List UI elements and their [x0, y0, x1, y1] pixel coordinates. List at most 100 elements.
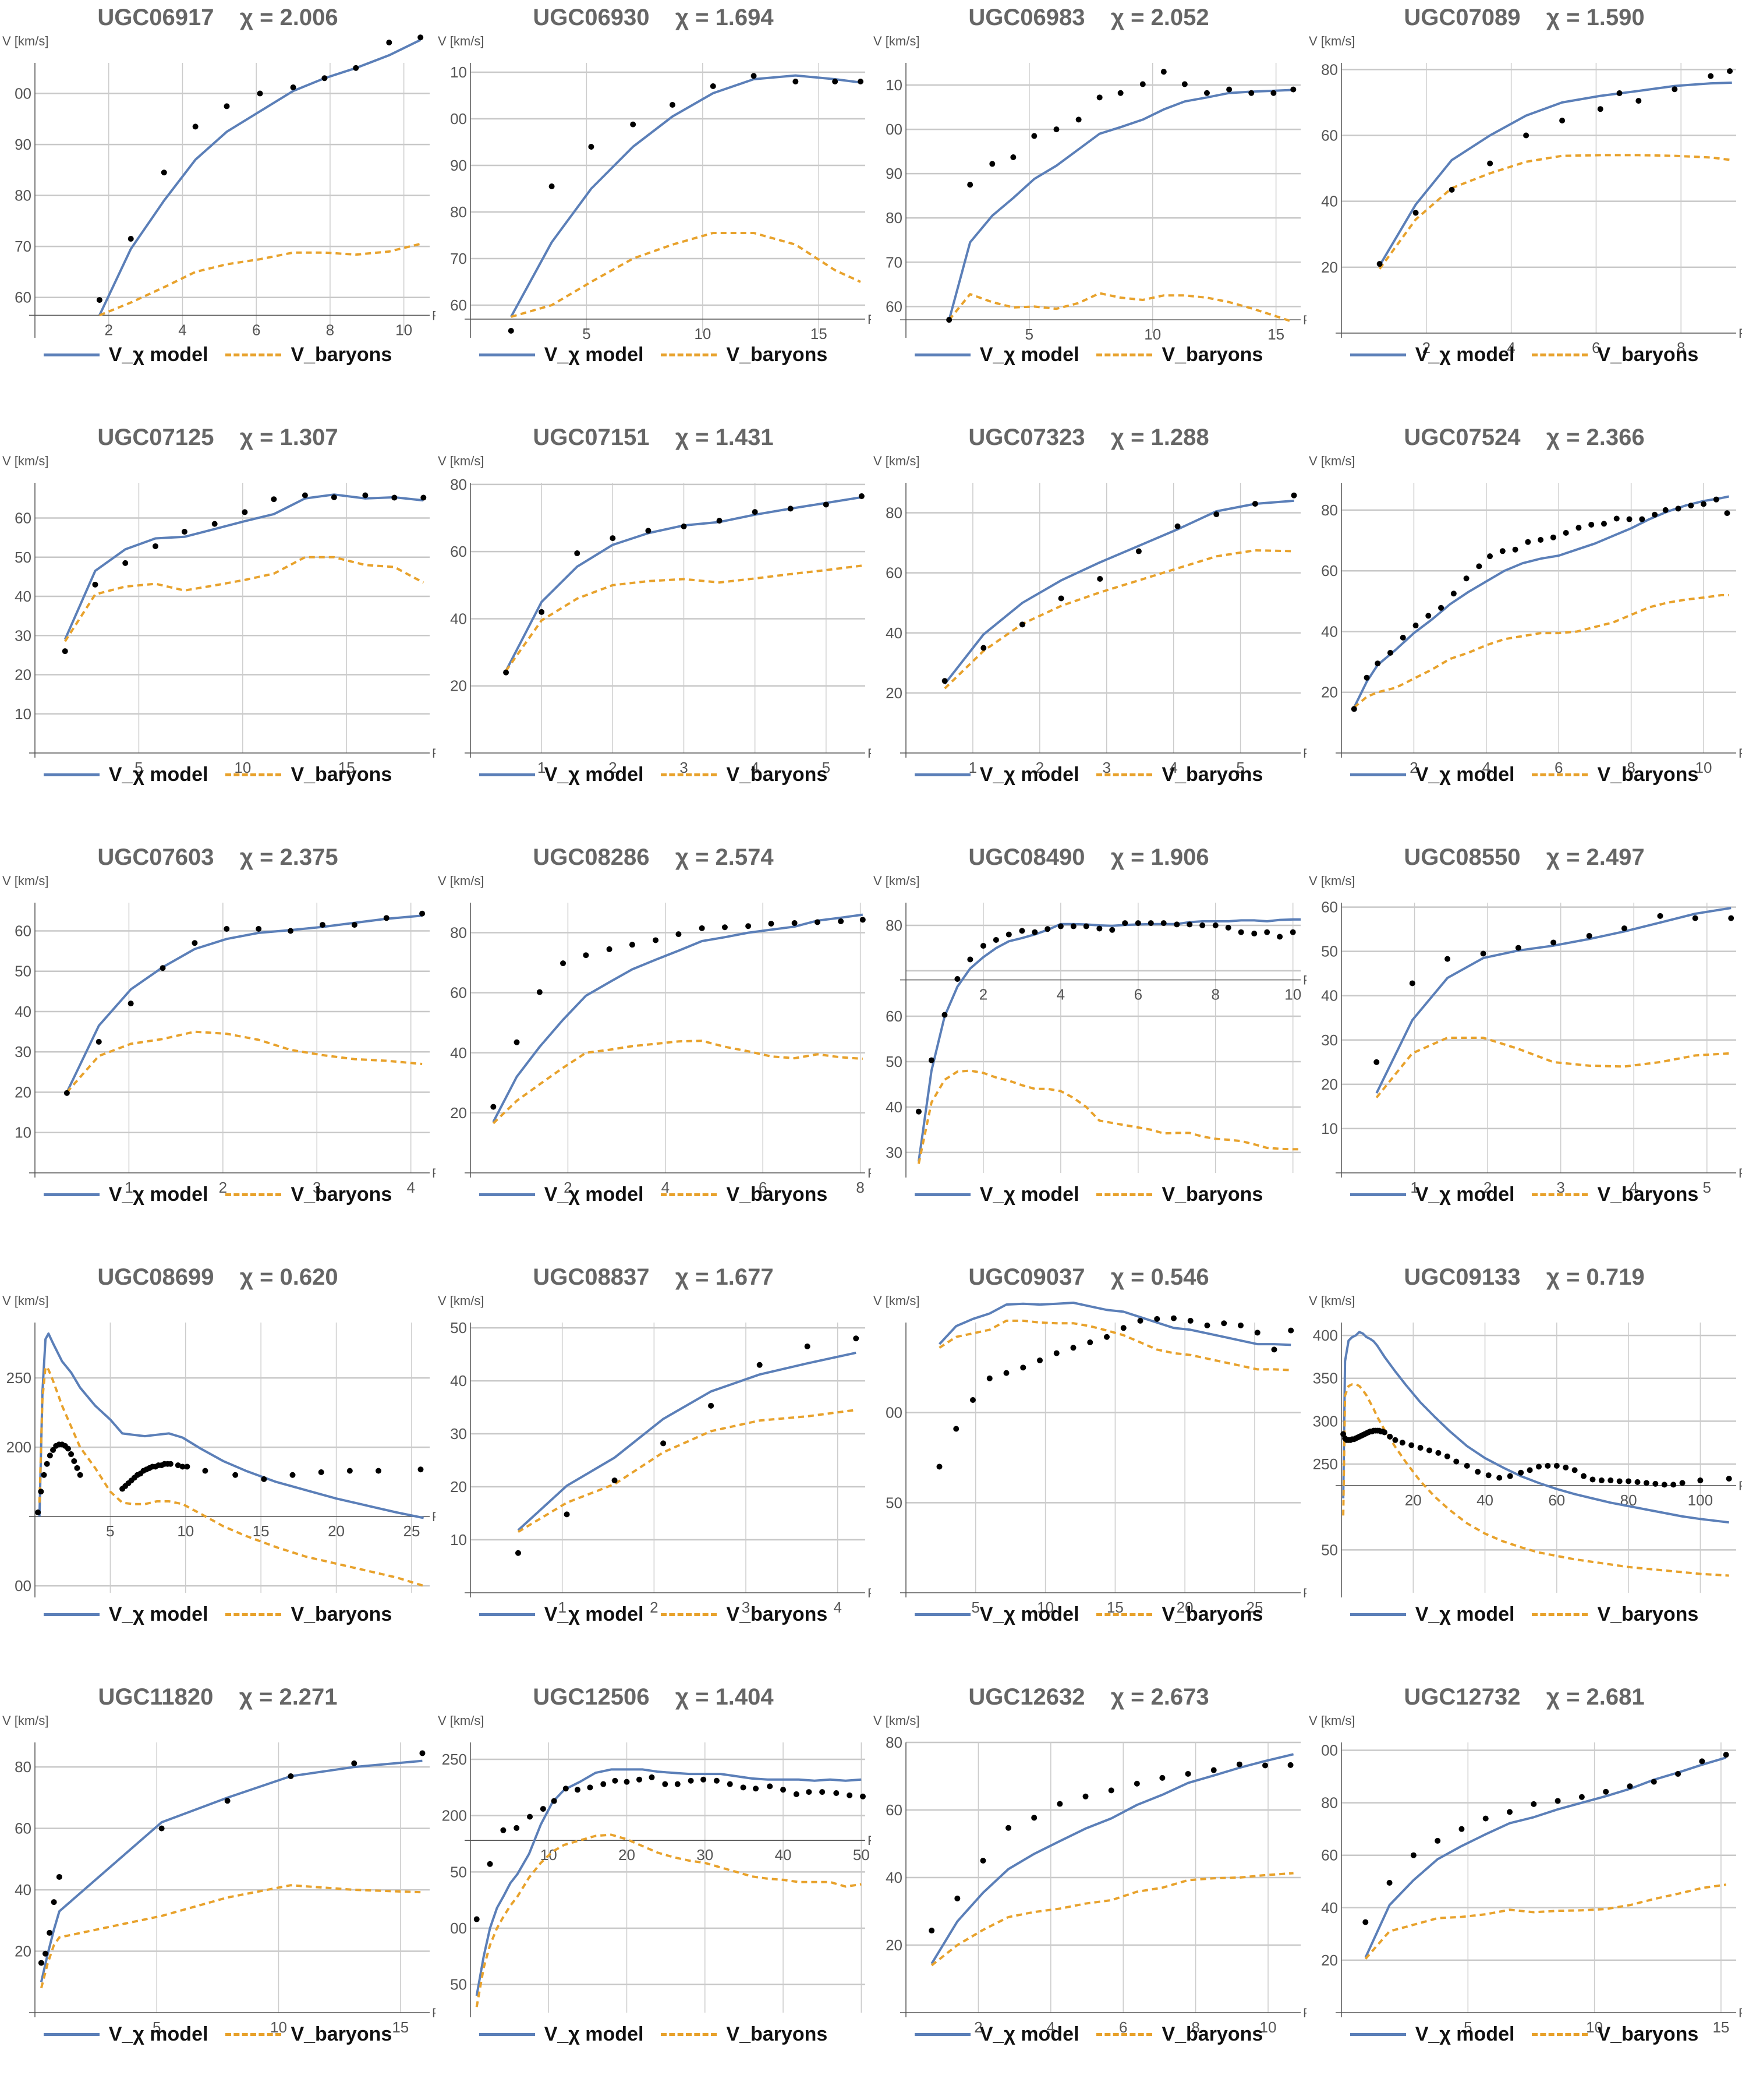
galaxy-name: UGC08490: [968, 844, 1085, 870]
svg-text:5: 5: [134, 759, 143, 776]
data-point: [1096, 94, 1103, 101]
svg-text:R: R: [1303, 973, 1307, 988]
data-point: [261, 1476, 267, 1482]
data-point: [1444, 1453, 1450, 1459]
data-point: [662, 1781, 668, 1787]
solid-line-swatch-icon: [43, 2033, 100, 2036]
svg-text:20: 20: [1321, 1076, 1338, 1093]
data-point: [321, 75, 328, 82]
solid-line-swatch-icon: [43, 1613, 100, 1616]
data-point: [1444, 956, 1451, 962]
svg-text:5: 5: [1464, 2018, 1472, 2036]
data-point: [1134, 1780, 1140, 1787]
data-point: [1487, 160, 1493, 167]
panel-title: UGC09037 χ = 0.546: [871, 1264, 1307, 1291]
svg-text:200: 200: [6, 1438, 31, 1456]
data-point: [832, 79, 838, 84]
data-point: [391, 494, 398, 501]
svg-text:30: 30: [1321, 1031, 1338, 1049]
data-point: [1531, 1801, 1537, 1807]
svg-text:20: 20: [328, 1522, 345, 1540]
y-axis-label: V [km/s]: [2, 1293, 49, 1308]
svg-text:20: 20: [15, 666, 31, 684]
data-point: [1559, 118, 1566, 124]
svg-text:4: 4: [661, 1179, 670, 1196]
data-point: [1463, 575, 1470, 582]
data-point: [319, 922, 325, 928]
svg-text:8: 8: [1191, 2018, 1199, 2036]
panel-title: UGC07125 χ = 1.307: [0, 425, 436, 451]
svg-text:1: 1: [969, 759, 977, 776]
legend-item-baryons: V_baryons: [661, 2023, 827, 2046]
legend-item-baryons: V_baryons: [225, 1603, 392, 1626]
legend-item-model: V_χ model: [1350, 763, 1514, 786]
legend-item-model: V_χ model: [479, 344, 643, 366]
data-point: [417, 1466, 424, 1473]
model-curve: [38, 1332, 424, 1519]
svg-text:15: 15: [1712, 2018, 1729, 2036]
data-point: [1538, 537, 1544, 543]
legend-item-baryons: V_baryons: [1532, 2023, 1698, 2046]
svg-text:00: 00: [886, 1404, 902, 1422]
chart-panel-ugc07603: 10 20 30 40 50 60 1 2 3 4 R UGC07603 χ = 2.375 V […: [0, 840, 436, 1260]
baryons-curve: [517, 1409, 856, 1533]
y-axis-label: V [km/s]: [1309, 874, 1355, 888]
legend-item-baryons: V_baryons: [661, 1183, 827, 1206]
data-point: [1412, 210, 1419, 216]
galaxy-name: UGC11820: [98, 1684, 214, 1710]
svg-text:250: 250: [1313, 1455, 1338, 1473]
data-point: [514, 1039, 520, 1045]
svg-text:20: 20: [1321, 684, 1338, 701]
data-point: [792, 79, 799, 84]
svg-text:4: 4: [178, 321, 186, 338]
data-point: [62, 648, 68, 655]
data-point: [42, 1950, 48, 1957]
model-curve: [517, 1351, 856, 1532]
svg-text:40: 40: [450, 1044, 467, 1062]
svg-text:350: 350: [1313, 1370, 1338, 1387]
galaxy-name: UGC08286: [533, 844, 650, 870]
legend-item-model: V_χ model: [479, 1603, 643, 1626]
y-axis-label: V [km/s]: [438, 1293, 484, 1308]
svg-text:00: 00: [450, 110, 467, 128]
data-point: [1117, 90, 1124, 96]
data-point: [167, 1461, 174, 1467]
legend-label-baryons: V_baryons: [291, 2023, 392, 2045]
svg-text:1: 1: [537, 759, 546, 776]
model-curve: [1342, 1331, 1729, 1524]
data-point: [551, 1798, 557, 1804]
data-point: [232, 1472, 239, 1478]
legend: V_χ model V_baryons: [436, 1183, 871, 1206]
svg-text:3: 3: [742, 1599, 750, 1616]
svg-text:25: 25: [403, 1522, 420, 1540]
baryons-curve: [511, 232, 861, 318]
data-point: [1287, 1762, 1294, 1768]
data-point: [1386, 1880, 1393, 1886]
plot-area: 20 40 60 80 2 4 6 8 10 R: [886, 1734, 1307, 2036]
data-point: [989, 161, 996, 167]
data-point: [669, 102, 675, 108]
svg-text:10: 10: [395, 321, 412, 338]
svg-text:80: 80: [886, 504, 902, 522]
data-point: [50, 1447, 56, 1453]
data-point: [740, 1784, 746, 1791]
plot-area: 10 20 30 40 50 1 2 3 4 R: [450, 1319, 871, 1616]
data-point: [1697, 1477, 1704, 1484]
data-point: [969, 1397, 976, 1403]
data-point: [540, 1806, 546, 1812]
data-point: [1236, 1761, 1242, 1767]
data-point: [954, 1895, 961, 1901]
svg-text:8: 8: [1212, 986, 1220, 1003]
chi-value: χ = 0.546: [1110, 1264, 1209, 1290]
dashed-line-swatch-icon: [225, 773, 282, 776]
data-point: [128, 236, 134, 242]
data-point: [548, 183, 555, 189]
svg-text:60: 60: [886, 1801, 902, 1819]
data-point: [224, 103, 230, 109]
data-point: [1464, 1462, 1470, 1469]
svg-text:6: 6: [759, 1179, 767, 1196]
svg-text:5: 5: [972, 1599, 980, 1616]
data-point: [362, 492, 369, 499]
svg-text:70: 70: [450, 250, 467, 267]
data-point: [288, 1773, 294, 1779]
